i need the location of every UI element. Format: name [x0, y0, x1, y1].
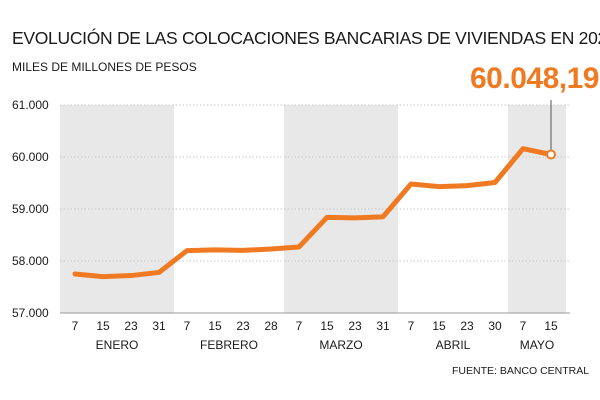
x-tick-label: 31: [376, 319, 390, 333]
month-label: MARZO: [319, 338, 362, 352]
last-point-marker: [546, 149, 556, 160]
y-tick-label: 61.000: [12, 98, 49, 112]
x-tick-label: 23: [124, 319, 138, 333]
month-label: ABRIL: [436, 338, 471, 352]
series-line: [72, 146, 554, 280]
x-tick-label: 7: [296, 319, 303, 333]
x-tick-label: 28: [264, 319, 278, 333]
month-label: FEBRERO: [200, 338, 258, 352]
x-tick-label: 23: [236, 319, 250, 333]
x-tick-label: 23: [460, 319, 474, 333]
y-tick-label: 58.000: [12, 254, 49, 268]
x-tick-label: 30: [488, 319, 502, 333]
x-tick-label: 15: [320, 319, 334, 333]
x-tick-label: 15: [208, 319, 222, 333]
chart-subtitle: MILES DE MILLONES DE PESOS: [12, 60, 197, 74]
month-label: ENERO: [96, 338, 139, 352]
x-tick-label: 15: [544, 319, 558, 333]
y-tick-label: 57.000: [12, 306, 49, 320]
x-tick-label: 7: [72, 319, 79, 333]
month-label: MAYO: [520, 338, 554, 352]
x-tick-label: 7: [184, 319, 191, 333]
x-tick-label: 7: [408, 319, 415, 333]
source-note: FUENTE: BANCO CENTRAL: [452, 365, 590, 377]
y-tick-label: 60.000: [12, 150, 49, 164]
y-tick-label: 59.000: [12, 202, 49, 216]
x-tick-label: 23: [348, 319, 362, 333]
x-tick-label: 7: [520, 319, 527, 333]
x-tick-label: 15: [432, 319, 446, 333]
chart-title: EVOLUCIÓN DE LAS COLOCACIONES BANCARIAS …: [12, 28, 600, 48]
x-tick-label: 15: [96, 319, 110, 333]
last-value-callout: 60.048,19: [470, 62, 599, 95]
x-tick-label: 31: [152, 319, 166, 333]
